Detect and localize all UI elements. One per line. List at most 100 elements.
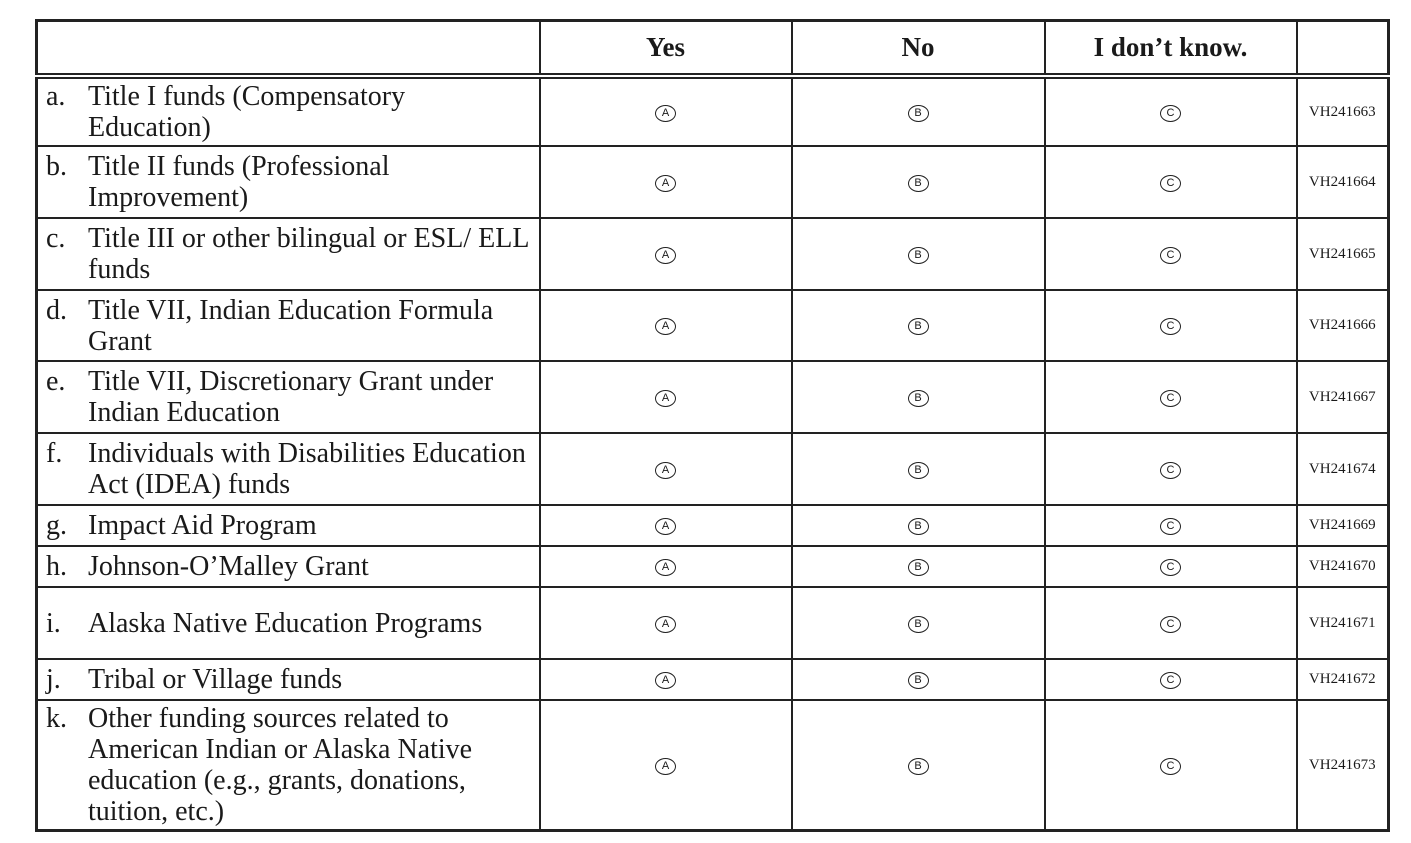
- option-cell-no: B: [790, 658, 1046, 701]
- item-code: VH241674: [1295, 432, 1390, 506]
- table-row: j. Tribal or Village funds A B C VH241672: [35, 658, 1390, 701]
- radio-bubble-yes[interactable]: A: [655, 615, 676, 633]
- header-code: [1295, 19, 1390, 79]
- radio-bubble-yes[interactable]: A: [655, 246, 676, 264]
- option-cell-dont-know: C: [1043, 289, 1298, 362]
- item-label: Title I funds (Compensatory Education): [88, 81, 406, 143]
- option-cell-yes: A: [538, 504, 793, 547]
- item-code: VH241666: [1295, 289, 1390, 362]
- table-row: c. Title III or other bilingual or ESL/ E…: [35, 217, 1390, 291]
- option-cell-yes: A: [538, 432, 793, 506]
- radio-bubble-yes[interactable]: A: [655, 174, 676, 192]
- table-row: a. Title I funds (Compensatory Education)…: [35, 75, 1390, 147]
- item-label: Title II funds (Professional Improvement…: [88, 151, 390, 213]
- item-label-cell: c. Title III or other bilingual or ESL/ E…: [35, 217, 541, 291]
- item-letter: d.: [46, 294, 67, 326]
- radio-bubble-yes[interactable]: A: [655, 318, 676, 335]
- option-cell-yes: A: [538, 75, 793, 147]
- radio-bubble-dont-know[interactable]: C: [1160, 518, 1181, 535]
- option-cell-yes: A: [538, 658, 793, 701]
- option-cell-yes: A: [538, 360, 793, 434]
- option-cell-yes: A: [538, 699, 793, 832]
- item-label: Tribal or Village funds: [88, 664, 343, 695]
- item-label: Johnson-O’Malley Grant: [88, 551, 369, 582]
- radio-bubble-dont-know[interactable]: C: [1160, 104, 1181, 122]
- radio-bubble-no[interactable]: B: [907, 174, 929, 192]
- option-cell-dont-know: C: [1043, 699, 1298, 832]
- radio-bubble-no[interactable]: B: [907, 518, 929, 535]
- radio-bubble-yes[interactable]: A: [655, 389, 676, 407]
- table-row: k. Other funding sources related to Ameri…: [35, 699, 1390, 832]
- item-letter: c.: [46, 223, 66, 254]
- item-label-cell: h. Johnson-O’Malley Grant: [35, 545, 541, 588]
- option-cell-no: B: [790, 75, 1046, 147]
- item-code: VH241669: [1295, 504, 1390, 547]
- item-letter: f.: [46, 438, 63, 469]
- option-cell-yes: A: [538, 586, 793, 660]
- option-cell-no: B: [790, 586, 1046, 660]
- item-code: VH241667: [1295, 360, 1390, 434]
- radio-bubble-yes[interactable]: A: [655, 672, 676, 689]
- option-cell-yes: A: [538, 289, 793, 362]
- item-label: Alaska Native Education Programs: [88, 607, 483, 639]
- option-cell-dont-know: C: [1043, 545, 1298, 588]
- item-label-cell: g. Impact Aid Program: [35, 504, 541, 547]
- radio-bubble-dont-know[interactable]: C: [1160, 615, 1181, 633]
- radio-bubble-dont-know[interactable]: C: [1160, 246, 1181, 264]
- item-code: VH241672: [1295, 658, 1390, 701]
- radio-bubble-yes[interactable]: A: [655, 518, 676, 535]
- radio-bubble-dont-know[interactable]: C: [1160, 559, 1181, 576]
- option-cell-no: B: [790, 289, 1046, 362]
- radio-bubble-no[interactable]: B: [907, 389, 929, 407]
- radio-bubble-dont-know[interactable]: C: [1160, 174, 1181, 192]
- item-label-cell: a. Title I funds (Compensatory Education): [35, 75, 541, 147]
- item-label-cell: i. Alaska Native Education Programs: [35, 586, 541, 660]
- option-cell-yes: A: [538, 145, 793, 219]
- item-label-cell: k. Other funding sources related to Ameri…: [35, 699, 541, 832]
- radio-bubble-no[interactable]: B: [907, 461, 929, 479]
- header-item: [35, 19, 541, 79]
- item-label-cell: d. Title VII, Indian Education Formula Gr…: [35, 289, 541, 362]
- radio-bubble-yes[interactable]: A: [655, 559, 676, 576]
- item-label: Title VII, Discretionary Grant under Ind…: [88, 366, 494, 428]
- radio-bubble-yes[interactable]: A: [655, 757, 676, 775]
- option-cell-no: B: [790, 504, 1046, 547]
- option-cell-no: B: [790, 545, 1046, 588]
- radio-bubble-dont-know[interactable]: C: [1160, 461, 1181, 479]
- radio-bubble-no[interactable]: B: [907, 246, 929, 264]
- radio-bubble-no[interactable]: B: [907, 757, 929, 775]
- item-code: VH241664: [1295, 145, 1390, 219]
- radio-bubble-no[interactable]: B: [907, 559, 929, 576]
- option-cell-yes: A: [538, 217, 793, 291]
- option-cell-dont-know: C: [1043, 586, 1298, 660]
- item-label: Impact Aid Program: [88, 510, 317, 541]
- header-no: No: [790, 19, 1046, 79]
- option-cell-no: B: [790, 432, 1046, 506]
- item-letter: h.: [46, 551, 67, 582]
- radio-bubble-yes[interactable]: A: [655, 104, 676, 122]
- item-label-cell: b. Title II funds (Professional Improveme…: [35, 145, 541, 219]
- option-cell-dont-know: C: [1043, 360, 1298, 434]
- item-letter: k.: [46, 703, 67, 734]
- item-code: VH241670: [1295, 545, 1390, 588]
- radio-bubble-dont-know[interactable]: C: [1160, 672, 1181, 689]
- radio-bubble-dont-know[interactable]: C: [1160, 318, 1181, 335]
- radio-bubble-no[interactable]: B: [907, 104, 929, 122]
- item-code: VH241671: [1295, 586, 1390, 660]
- radio-bubble-no[interactable]: B: [907, 615, 929, 633]
- item-label-cell: f. Individuals with Disabilities Educatio…: [35, 432, 541, 506]
- radio-bubble-dont-know[interactable]: C: [1160, 757, 1181, 775]
- item-code: VH241663: [1295, 75, 1390, 147]
- table-row: e. Title VII, Discretionary Grant under I…: [35, 360, 1390, 434]
- radio-bubble-dont-know[interactable]: C: [1160, 389, 1181, 407]
- option-cell-dont-know: C: [1043, 504, 1298, 547]
- radio-bubble-no[interactable]: B: [907, 672, 929, 689]
- radio-bubble-yes[interactable]: A: [655, 461, 676, 479]
- item-label: Title VII, Indian Education Formula Gran…: [88, 294, 494, 357]
- option-cell-no: B: [790, 145, 1046, 219]
- item-label: Individuals with Disabilities Education …: [88, 438, 526, 500]
- table-row: h. Johnson-O’Malley Grant A B C VH241670: [35, 545, 1390, 588]
- option-cell-dont-know: C: [1043, 75, 1298, 147]
- item-letter: b.: [46, 151, 67, 182]
- radio-bubble-no[interactable]: B: [907, 318, 929, 335]
